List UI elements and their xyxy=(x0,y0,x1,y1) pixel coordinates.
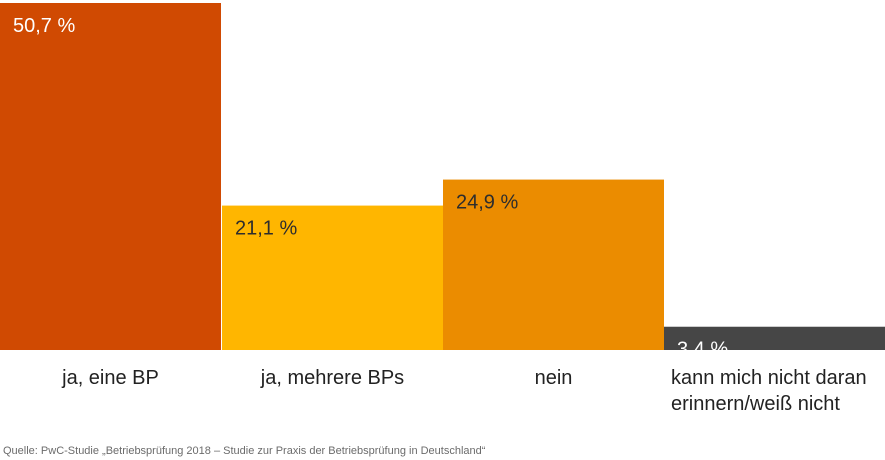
bar-4 xyxy=(664,326,885,350)
category-label-3: nein xyxy=(535,367,573,389)
category-label-2: ja, mehrere BPs xyxy=(260,367,404,389)
source-note: Quelle: PwC-Studie „Betriebsprüfung 2018… xyxy=(3,445,486,457)
category-label-4: kann mich nicht daran erinnern/weiß nicht xyxy=(671,367,867,415)
value-label-1: 50,7 % xyxy=(13,15,75,37)
bar-3 xyxy=(443,179,664,350)
bar-2 xyxy=(222,205,443,350)
category-label-1: ja, eine BP xyxy=(61,367,159,389)
bar-1 xyxy=(0,3,221,350)
value-label-3: 24,9 % xyxy=(456,192,518,214)
value-label-2: 21,1 % xyxy=(235,218,297,240)
value-label-4: 3,4 % xyxy=(677,339,728,361)
